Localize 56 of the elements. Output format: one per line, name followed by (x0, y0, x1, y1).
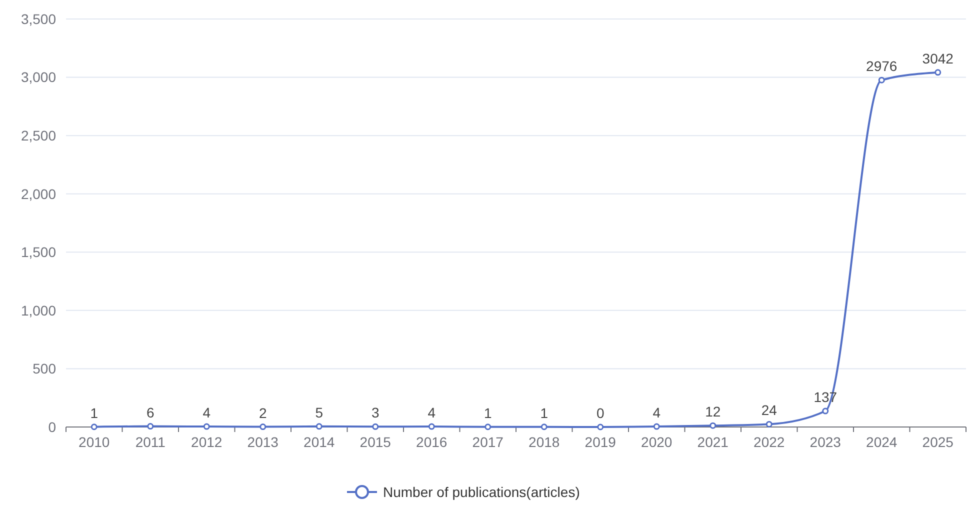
x-tick-label: 2022 (754, 434, 785, 450)
x-tick-label: 2025 (922, 434, 954, 450)
data-label: 2976 (866, 58, 898, 74)
x-tick-label: 2010 (78, 434, 110, 450)
y-tick-label: 1,000 (20, 302, 56, 318)
point (428, 423, 435, 430)
data-label: 4 (652, 404, 661, 421)
x-tick-label: 2024 (866, 434, 898, 450)
data-label: 2 (258, 404, 267, 421)
data-label: 4 (202, 404, 211, 421)
y-tick-label: 2,500 (20, 127, 56, 144)
x-tick-label: 2023 (810, 434, 842, 450)
point (540, 424, 548, 430)
point (878, 76, 885, 84)
data-label: 24 (761, 402, 778, 418)
point (766, 420, 772, 428)
data-label: 12 (705, 404, 721, 420)
point (316, 423, 322, 430)
x-tick-label: 2020 (641, 434, 672, 450)
x-tick-label: 2012 (191, 434, 222, 450)
y-tick-label: 3,500 (20, 10, 56, 27)
x-tick-label: 2015 (360, 434, 392, 450)
x-tick-label: 2021 (697, 434, 729, 450)
point (203, 423, 210, 430)
data-label: 5 (315, 404, 324, 420)
point (260, 424, 266, 430)
x-tick-label: 2016 (416, 434, 448, 450)
legend-label: Number of publications(articles) (383, 484, 580, 500)
point (597, 424, 604, 430)
x-tick-label: 2019 (584, 434, 616, 450)
data-label: 1 (484, 404, 492, 421)
y-tick-label: 3,000 (20, 69, 56, 86)
data-label: 0 (596, 405, 604, 421)
point (934, 69, 942, 76)
data-label: 1 (90, 404, 98, 421)
data-label: 3042 (922, 50, 954, 66)
data-label: 1 (540, 404, 548, 421)
y-tick-label: 0 (48, 418, 56, 435)
x-tick-label: 2011 (135, 434, 166, 450)
y-tick-label: 500 (32, 360, 56, 377)
data-label: 3 (371, 404, 380, 421)
point (822, 408, 829, 414)
y-tick-label: 2,000 (20, 186, 56, 202)
point (484, 424, 492, 430)
x-tick-label: 2018 (528, 434, 560, 450)
x-tick-label: 2013 (247, 434, 279, 450)
point (90, 424, 98, 430)
x-tick-label: 2017 (472, 434, 504, 450)
x-tick-label: 2014 (304, 434, 335, 450)
point (147, 423, 154, 430)
point (710, 422, 716, 429)
point (653, 423, 660, 430)
data-label: 6 (146, 404, 154, 420)
y-tick-label: 1,500 (20, 244, 56, 260)
data-label: 4 (428, 404, 436, 421)
point (372, 423, 379, 430)
